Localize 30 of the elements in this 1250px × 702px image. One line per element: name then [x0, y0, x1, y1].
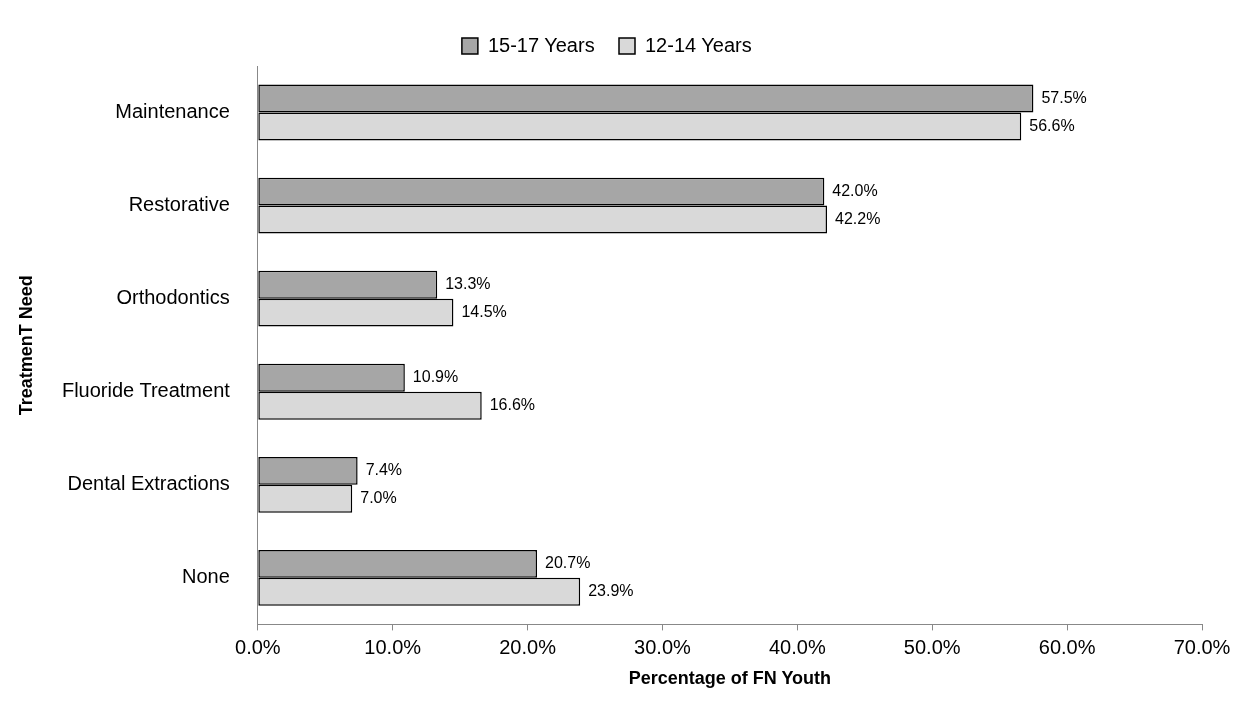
y-axis-title: TreatmenT Need	[15, 275, 36, 416]
y-tick-label: Fluoride Treatment	[61, 379, 231, 402]
data-label: 16.6%	[489, 396, 536, 414]
data-label: 20.7%	[545, 554, 591, 572]
x-tick-label: 20.0%	[499, 635, 557, 658]
legend-label: 12-14 Years	[645, 33, 752, 56]
x-tick-label: 70.0%	[1173, 635, 1231, 658]
data-label: 7.4%	[365, 461, 403, 479]
x-tick-label: 10.0%	[364, 635, 422, 658]
data-label: 42.2%	[835, 209, 881, 227]
x-tick-label: 0.0%	[235, 635, 281, 658]
data-label: 56.6%	[1029, 116, 1075, 134]
y-tick-label: Dental Extractions	[67, 472, 230, 495]
x-axis-title: Percentage of FN Youth	[628, 668, 832, 689]
y-tick-label: Orthodontics	[116, 286, 230, 309]
legend-label: 15-17 Years	[487, 33, 595, 56]
x-tick-label: 60.0%	[1038, 635, 1096, 658]
data-label: 7.0%	[360, 489, 397, 507]
data-label: 23.9%	[588, 582, 634, 600]
data-label: 10.9%	[412, 368, 459, 386]
data-label: 14.5%	[461, 303, 507, 321]
y-tick-label: Restorative	[128, 193, 230, 216]
y-tick-label: None	[182, 565, 230, 588]
x-tick-label: 50.0%	[903, 635, 961, 658]
x-tick-label: 40.0%	[768, 635, 826, 658]
x-tick-label: 30.0%	[634, 635, 692, 658]
data-label: 57.5%	[1041, 88, 1087, 106]
data-label: 13.3%	[445, 275, 491, 293]
data-label: 42.0%	[832, 182, 878, 200]
y-tick-label: Maintenance	[115, 100, 230, 123]
